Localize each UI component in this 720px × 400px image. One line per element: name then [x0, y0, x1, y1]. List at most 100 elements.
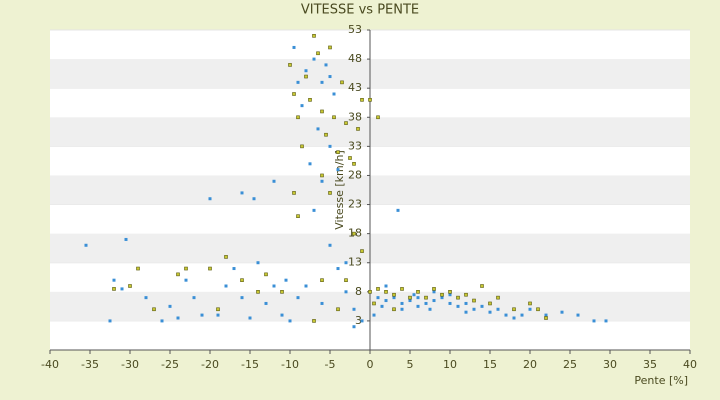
- point: [176, 316, 180, 320]
- y-tick-label: 38: [348, 110, 362, 123]
- point: [368, 290, 372, 294]
- point: [308, 98, 312, 102]
- point: [408, 295, 412, 300]
- point: [224, 255, 228, 259]
- point: [328, 144, 332, 148]
- point: [520, 313, 524, 317]
- point: [336, 307, 340, 312]
- point: [328, 45, 332, 50]
- point: [372, 313, 376, 317]
- point: [136, 266, 140, 271]
- x-tick-label: -35: [81, 358, 99, 371]
- point: [448, 293, 452, 297]
- point: [392, 296, 396, 300]
- point: [356, 127, 360, 131]
- point: [332, 115, 336, 120]
- point: [376, 287, 380, 291]
- point: [440, 296, 444, 300]
- point: [152, 307, 156, 312]
- x-axis-title: Pente [%]: [634, 374, 688, 387]
- point: [352, 307, 356, 311]
- point: [416, 296, 420, 300]
- point: [360, 249, 364, 253]
- point: [352, 231, 356, 236]
- point: [200, 313, 204, 317]
- point: [456, 295, 460, 300]
- point: [512, 316, 516, 320]
- point: [108, 319, 112, 323]
- point: [400, 287, 404, 291]
- point: [328, 243, 332, 247]
- point: [320, 278, 324, 282]
- point: [184, 278, 188, 282]
- point: [352, 162, 356, 166]
- y-axis-title: Vitesse [km/h]: [333, 150, 346, 230]
- point: [472, 307, 476, 311]
- point: [512, 307, 516, 312]
- point: [432, 299, 436, 303]
- x-tick-label: 20: [523, 358, 537, 371]
- point: [560, 310, 564, 314]
- point: [312, 208, 316, 212]
- x-tick-label: 15: [483, 358, 497, 371]
- y-tick-label: 13: [348, 256, 362, 269]
- point: [440, 292, 444, 297]
- point: [576, 313, 580, 317]
- point: [424, 295, 428, 300]
- point: [448, 290, 452, 294]
- point: [288, 319, 292, 323]
- point: [280, 313, 284, 317]
- point: [296, 115, 300, 120]
- point: [528, 307, 532, 311]
- x-tick-label: -15: [241, 358, 259, 371]
- point: [368, 98, 372, 102]
- chart-title: VITESSE vs PENTE: [301, 3, 419, 18]
- point: [84, 243, 88, 247]
- point: [336, 150, 340, 154]
- point: [464, 292, 468, 297]
- point: [592, 319, 596, 323]
- x-tick-label: -10: [281, 358, 299, 371]
- point: [372, 301, 376, 306]
- point: [352, 325, 356, 329]
- point: [232, 267, 236, 271]
- point: [216, 307, 220, 312]
- point: [504, 313, 508, 317]
- point: [296, 80, 300, 84]
- x-tick-label: 10: [443, 358, 457, 371]
- point: [316, 127, 320, 131]
- point: [192, 296, 196, 300]
- point: [160, 319, 164, 323]
- point: [428, 307, 432, 311]
- point: [248, 316, 252, 320]
- point: [480, 304, 484, 308]
- point: [416, 304, 420, 308]
- point: [304, 284, 308, 288]
- point: [296, 214, 300, 218]
- x-tick-label: 30: [603, 358, 617, 371]
- point: [176, 272, 180, 277]
- point: [168, 304, 172, 308]
- point: [320, 109, 324, 114]
- point: [324, 63, 328, 67]
- point: [256, 261, 260, 265]
- point: [464, 310, 468, 314]
- point: [348, 156, 352, 160]
- point: [376, 115, 380, 120]
- point: [340, 80, 344, 85]
- point: [528, 301, 532, 306]
- point: [272, 284, 276, 288]
- point: [392, 292, 396, 297]
- point: [284, 278, 288, 282]
- point: [344, 278, 348, 282]
- point: [392, 307, 396, 312]
- point: [408, 299, 412, 303]
- point: [384, 290, 388, 294]
- point: [384, 284, 388, 288]
- point: [208, 266, 212, 271]
- x-tick-label: -5: [325, 358, 336, 371]
- point: [240, 278, 244, 282]
- point: [184, 266, 188, 271]
- point: [128, 284, 132, 288]
